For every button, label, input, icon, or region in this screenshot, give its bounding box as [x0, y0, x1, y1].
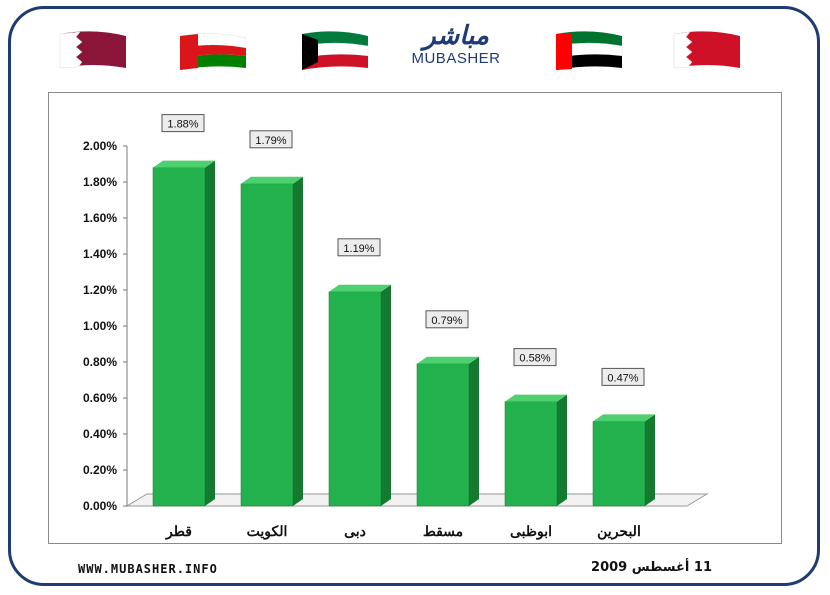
- x-tick-label: البحرين: [597, 523, 641, 540]
- x-tick-label: ابوظبى: [510, 523, 552, 540]
- y-tick-label: 1.40%: [83, 247, 117, 261]
- header-banner: مباشر MUBASHER: [0, 0, 830, 85]
- x-tick-label: الكويت: [247, 523, 288, 540]
- data-label: 0.58%: [519, 353, 550, 365]
- bar-chart: 0.00% 0.20% 0.40% 0.60% 0.80% 1.00% 1.20% 1.40%…: [83, 114, 709, 540]
- bar-top: [593, 414, 655, 422]
- logo-arabic: مباشر: [423, 21, 489, 51]
- bar: [240, 183, 294, 507]
- y-tick-label: 1.60%: [83, 211, 117, 225]
- bar-top: [329, 284, 391, 292]
- data-label: 1.88%: [167, 119, 198, 131]
- data-label: 1.19%: [343, 243, 374, 255]
- bar-top: [153, 160, 215, 168]
- bar: [328, 291, 382, 507]
- y-tick-label: 0.60%: [83, 391, 117, 405]
- bar: [592, 421, 646, 507]
- bar-top: [417, 356, 479, 364]
- data-label-box: [337, 238, 381, 257]
- bar: [416, 363, 470, 507]
- x-tick-label: قطر: [165, 523, 192, 540]
- y-tick-label: 0.20%: [83, 463, 117, 477]
- y-tick-label: 0.40%: [83, 427, 117, 441]
- mubasher-logo: مباشر MUBASHER: [404, 22, 508, 78]
- x-tick-label: دبى: [344, 523, 366, 539]
- bar: [504, 401, 558, 507]
- data-label-box: [513, 348, 557, 367]
- data-label: 0.79%: [431, 315, 462, 327]
- oman-flag-icon: [179, 33, 247, 70]
- bar-side: [557, 394, 567, 506]
- bar-side: [293, 176, 303, 507]
- qatar-flag-icon: [59, 31, 126, 69]
- x-tick-label: مسقط: [423, 523, 463, 539]
- bar-top: [241, 176, 303, 184]
- y-tick-label: 0.00%: [83, 499, 117, 513]
- logo-english: MUBASHER: [411, 50, 501, 67]
- data-label-box: [161, 114, 205, 133]
- data-label-box: [249, 130, 293, 149]
- bar-side: [645, 414, 655, 506]
- y-tick-label: 1.20%: [83, 283, 117, 297]
- y-tick-label: 1.00%: [83, 319, 117, 333]
- kuwait-flag-icon: [301, 31, 369, 70]
- bar: [152, 167, 206, 507]
- bar-side: [205, 160, 215, 506]
- bar-side: [381, 284, 391, 506]
- bar-top: [505, 394, 567, 402]
- y-tick-label: 2.00%: [83, 139, 117, 153]
- data-label-box: [425, 310, 469, 329]
- chart-plot-area: 0.00% 0.20% 0.40% 0.60% 0.80% 1.00% 1.20% 1.40%…: [48, 92, 782, 544]
- footer-website[interactable]: WWW.MUBASHER.INFO: [78, 562, 218, 576]
- footer-date: 11 أغسطس 2009: [591, 560, 712, 575]
- data-label: 1.79%: [255, 135, 286, 147]
- data-label: 0.47%: [607, 372, 638, 384]
- y-tick-label: 1.80%: [83, 175, 117, 189]
- y-tick-label: 0.80%: [83, 355, 117, 369]
- data-label-box: [601, 367, 645, 386]
- bahrain-flag-icon: [673, 31, 740, 69]
- bar-side: [469, 356, 479, 506]
- uae-flag-icon: [555, 31, 623, 70]
